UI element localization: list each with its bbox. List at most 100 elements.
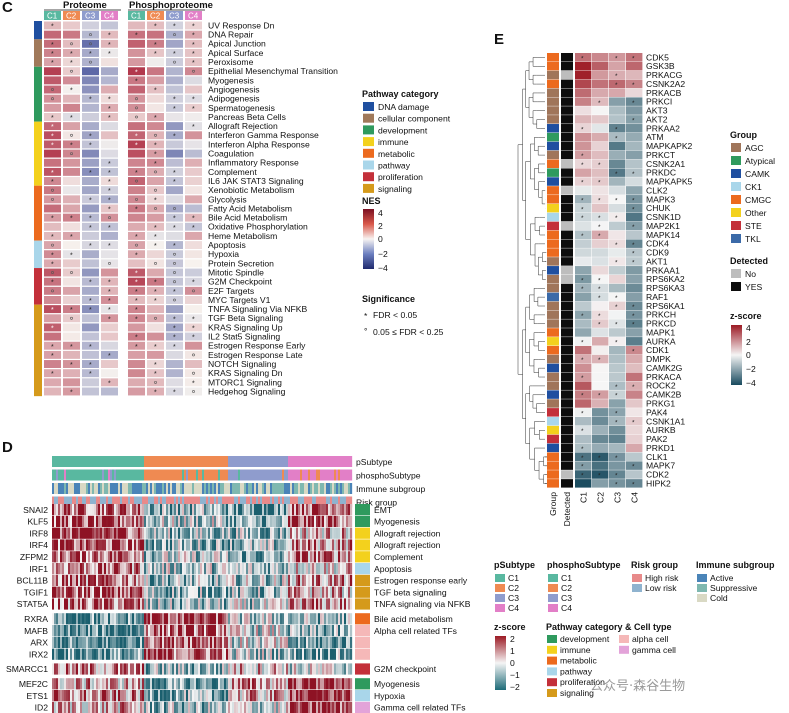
track-cell bbox=[190, 469, 193, 481]
heat-cell bbox=[116, 636, 119, 648]
category-block-DNA-damage bbox=[34, 21, 42, 40]
track-cell bbox=[332, 456, 335, 467]
heat-cell bbox=[268, 563, 271, 575]
heat-cell bbox=[124, 663, 127, 675]
heat-cell bbox=[176, 678, 179, 690]
detected-cell bbox=[561, 150, 573, 160]
heat-cell bbox=[158, 636, 161, 648]
pathway-label: KRAS Signaling Dn bbox=[208, 368, 283, 378]
heat-cell bbox=[82, 286, 99, 295]
heat-cell bbox=[302, 678, 305, 690]
heat-cell bbox=[234, 690, 237, 702]
heat-cell bbox=[178, 636, 181, 648]
heat-cell bbox=[202, 613, 205, 625]
track-cell bbox=[254, 469, 257, 481]
category-block-cellular-component bbox=[34, 39, 42, 67]
heat-cell bbox=[244, 574, 247, 586]
heat-cell bbox=[332, 636, 335, 648]
group-cell bbox=[547, 248, 559, 257]
heat-cell bbox=[152, 613, 155, 625]
track-cell bbox=[96, 469, 99, 481]
kinase-cell bbox=[592, 274, 609, 284]
kinase-cell bbox=[575, 230, 592, 240]
track-cell bbox=[250, 496, 253, 508]
heat-cell bbox=[236, 613, 239, 625]
heat-cell bbox=[80, 551, 83, 563]
heat-cell bbox=[184, 586, 187, 598]
heat-cell bbox=[326, 527, 329, 539]
heat-cell bbox=[242, 586, 245, 598]
heat-cell bbox=[262, 663, 265, 675]
heat-cell bbox=[240, 574, 243, 586]
kinase-label-prkci: PRKCI bbox=[646, 97, 672, 107]
track-cell bbox=[60, 496, 63, 508]
track-cell bbox=[186, 469, 189, 481]
heat-cell bbox=[350, 563, 353, 575]
heat-cell bbox=[206, 636, 209, 648]
group-cell bbox=[547, 230, 559, 240]
kinase-cell bbox=[626, 310, 643, 319]
cat-legend-label: metabolic bbox=[560, 656, 597, 666]
heat-cell bbox=[248, 563, 251, 575]
sig-star: * bbox=[632, 206, 635, 213]
phos-legend-label: C1 bbox=[561, 573, 572, 583]
track-cell bbox=[86, 456, 89, 467]
heat-cell bbox=[192, 613, 195, 625]
heat-cell bbox=[208, 701, 211, 713]
heat-cell bbox=[240, 701, 243, 713]
heat-cell bbox=[180, 504, 183, 516]
heat-cell bbox=[138, 598, 141, 610]
track-cell bbox=[166, 496, 169, 508]
track-cell bbox=[250, 469, 253, 481]
heat-cell bbox=[138, 574, 141, 586]
heat-cell bbox=[294, 539, 297, 551]
heat-cell bbox=[198, 663, 201, 675]
heat-cell bbox=[63, 341, 80, 350]
heat-cell bbox=[264, 625, 267, 637]
heat-cell bbox=[185, 387, 202, 396]
track-cell bbox=[326, 496, 329, 508]
heat-cell bbox=[170, 527, 173, 539]
heat-cell bbox=[106, 663, 109, 675]
panel-c-heatmap: * * * ** * ** * * ** * * * * * ** * **** ** * * ** * ** * * ** ** *… bbox=[44, 21, 202, 397]
kinase-cell bbox=[592, 443, 609, 453]
sig-star: * bbox=[135, 78, 138, 85]
pathway-bar-cell bbox=[355, 648, 370, 660]
heat-cell bbox=[264, 504, 267, 516]
heat-cell bbox=[204, 563, 207, 575]
heat-cell bbox=[74, 515, 77, 527]
detected-cell bbox=[561, 301, 573, 311]
heat-cell bbox=[182, 663, 185, 675]
track-cell bbox=[180, 496, 183, 508]
sig-star: * bbox=[108, 97, 111, 104]
heat-cell bbox=[128, 515, 131, 527]
track-cell bbox=[198, 456, 201, 467]
sig-circle bbox=[70, 133, 73, 137]
heat-cell bbox=[186, 539, 189, 551]
heat-cell bbox=[128, 625, 131, 637]
heat-cell bbox=[200, 586, 203, 598]
heat-cell bbox=[344, 636, 347, 648]
heat-cell bbox=[306, 598, 309, 610]
heat-cell bbox=[80, 625, 83, 637]
heat-cell bbox=[134, 690, 137, 702]
heat-cell bbox=[266, 636, 269, 648]
heat-cell bbox=[118, 539, 121, 551]
sig-star: * bbox=[173, 106, 176, 113]
track-cell bbox=[328, 496, 331, 508]
heat-cell bbox=[308, 539, 311, 551]
heat-cell bbox=[58, 539, 61, 551]
heat-cell bbox=[350, 678, 353, 690]
sig-star: * bbox=[70, 344, 73, 351]
sig-star: * bbox=[89, 280, 92, 287]
heat-cell bbox=[210, 598, 213, 610]
sig-star: * bbox=[108, 243, 111, 250]
track-cell bbox=[128, 483, 131, 494]
heat-cell bbox=[202, 527, 205, 539]
heat-cell bbox=[216, 586, 219, 598]
heat-cell bbox=[278, 551, 281, 563]
sig-star: * bbox=[173, 289, 176, 296]
heat-cell bbox=[186, 701, 189, 713]
heat-cell bbox=[185, 323, 202, 332]
heat-cell bbox=[140, 636, 143, 648]
